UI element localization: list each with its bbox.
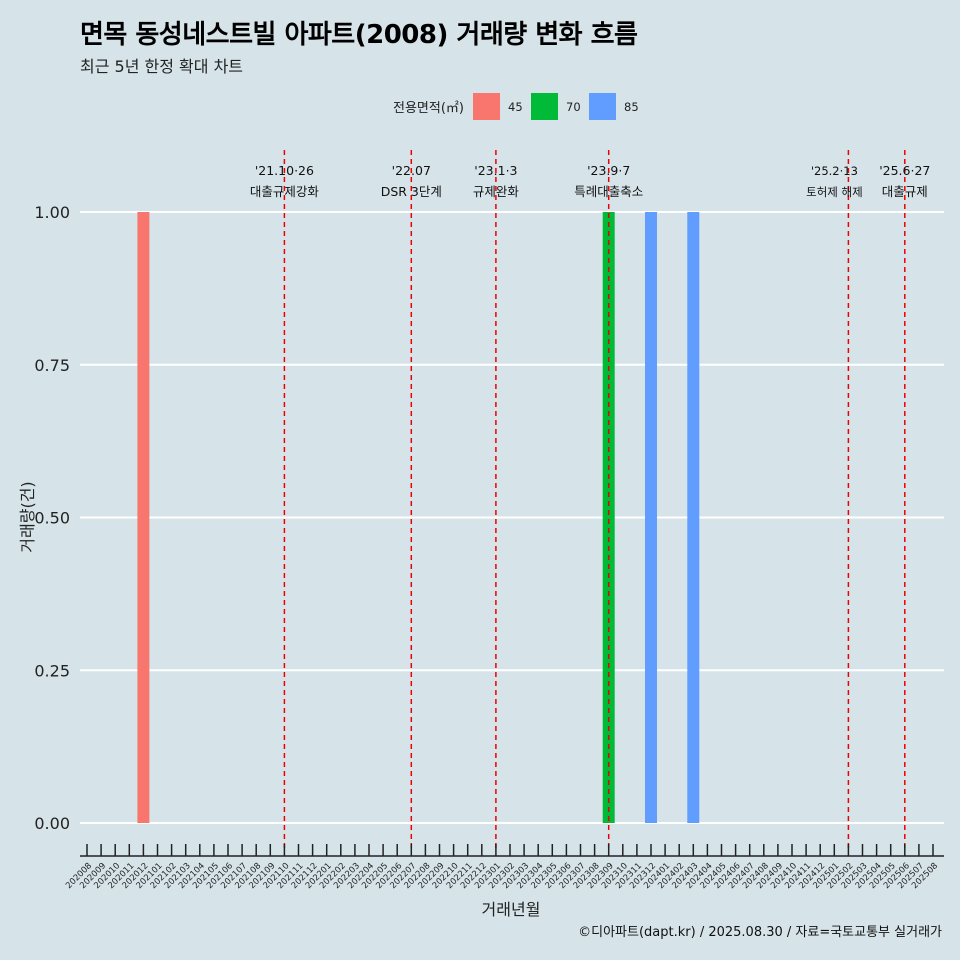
event-name-label: 토허제 해제	[806, 185, 863, 199]
bar	[137, 212, 150, 823]
bar	[645, 212, 657, 823]
legend-swatch	[531, 93, 558, 120]
event-date-label: '25.2·13	[811, 164, 858, 178]
y-tick-label: 0.00	[34, 814, 70, 833]
bar	[687, 212, 700, 823]
event-name-label: 특례대출축소	[574, 184, 643, 199]
y-tick-label: 1.00	[34, 203, 70, 222]
legend-label: 85	[624, 100, 639, 114]
legend-swatch	[473, 93, 500, 120]
event-date-label: '21.10·26	[255, 163, 314, 178]
legend-label: 70	[566, 100, 581, 114]
event-date-label: '22.07	[392, 163, 431, 178]
event-date-label: '23.1·3	[474, 163, 517, 178]
legend-title: 전용면적(㎡)	[393, 101, 464, 116]
x-axis-title: 거래년월	[482, 900, 541, 919]
y-tick-label: 0.75	[34, 356, 70, 375]
event-name-label: 규제완화	[473, 184, 520, 199]
legend-swatch	[589, 93, 616, 120]
event-date-label: '25.6·27	[879, 163, 930, 178]
y-tick-label: 0.25	[34, 661, 70, 680]
event-name-label: 대출규제	[882, 184, 928, 199]
source-caption: ©디아파트(dapt.kr) / 2025.08.30 / 자료=국토교통부 실…	[578, 925, 942, 940]
bar	[602, 212, 615, 823]
chart-title: 면목 동성네스트빌 아파트(2008) 거래량 변화 흐름	[80, 20, 638, 50]
chart-subtitle: 최근 5년 한정 확대 차트	[80, 57, 244, 76]
event-date-label: '23.9·7	[587, 163, 630, 178]
event-name-label: DSR 3단계	[381, 184, 442, 199]
y-tick-label: 0.50	[34, 509, 70, 528]
y-axis-title: 거래량(건)	[18, 481, 37, 552]
event-name-label: 대출규제강화	[250, 184, 320, 199]
legend-label: 45	[508, 100, 523, 114]
